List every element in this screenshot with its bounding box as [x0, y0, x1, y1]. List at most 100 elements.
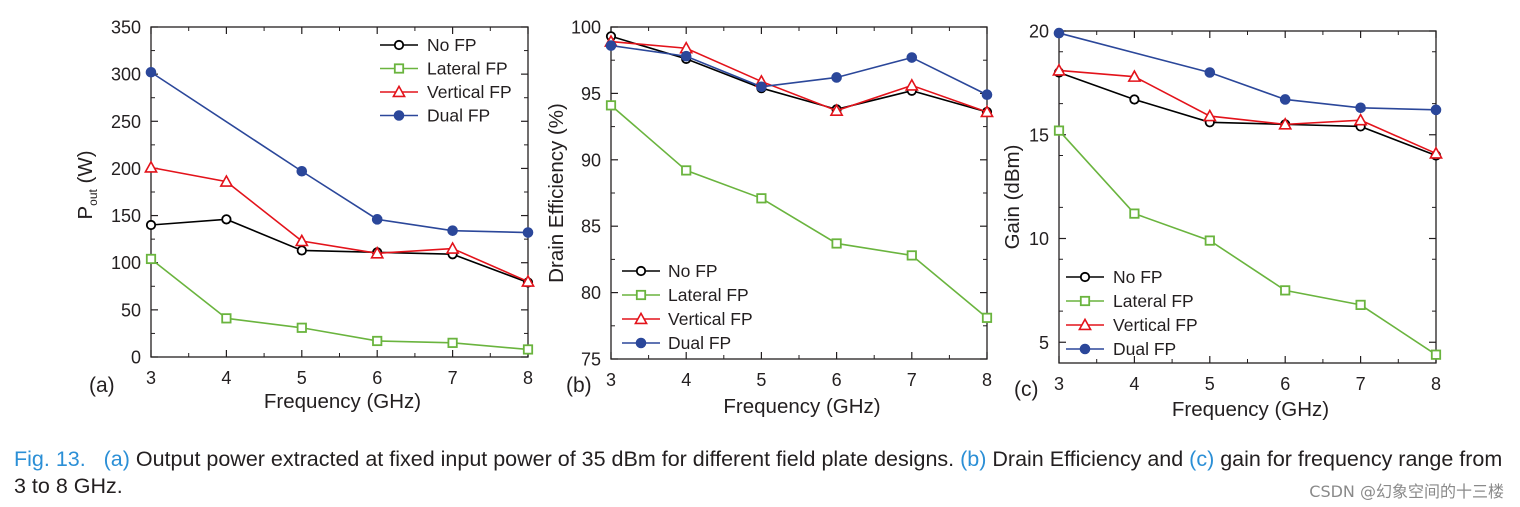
panel-b-legend-marker-lateral-fp: [635, 289, 647, 301]
panel-b-data-point-lateral-fp: [605, 100, 617, 111]
panel-a-data-point-no-fp: [296, 245, 307, 256]
panel-c-legend-marker-dual-fp: [1079, 343, 1091, 355]
panel-b-series-line-vertical-fp: [610, 40, 988, 113]
panel-a-y-tick-label: 350: [111, 18, 141, 38]
panel-b-legend-label-no-fp: No FP: [668, 261, 718, 281]
caption-text-a: Output power extracted at fixed input po…: [129, 447, 961, 471]
panel-b-x-tick-label: 4: [681, 370, 691, 390]
panel-a-series-line-lateral-fp: [150, 258, 529, 351]
panel-c-data-point-vertical-fp: [1202, 108, 1217, 122]
panel-b-data-point-dual-fp: [756, 81, 767, 93]
panel-b-y-tick-label: 75: [581, 350, 601, 370]
panel-b-data-point-vertical-fp: [904, 78, 919, 91]
panel-b-y-tick-label: 95: [581, 84, 601, 104]
panel-a-data-point-dual-fp: [522, 227, 534, 238]
panel-b: 3 4 5 6 7 8 75 80 85 90 95 100 Frequency (GHz) Drain …: [545, 18, 994, 418]
panel-b-data-point-vertical-fp: [829, 103, 844, 116]
panel-c-plot-frame: [1058, 30, 1437, 364]
panel-b-y-tick-label: 80: [581, 283, 601, 303]
panel-c-data-point-lateral-fp: [1204, 235, 1215, 246]
panel-a-data-point-dual-fp: [371, 214, 383, 225]
panel-b-legend-label-vertical-fp: Vertical FP: [668, 309, 753, 329]
panel-c-legend-marker-no-fp: [1079, 271, 1091, 283]
panel-a-data-point-no-fp: [145, 219, 157, 231]
panel-c-series-vertical-fp: [1052, 63, 1443, 159]
panel-a-series-dual-fp: [145, 66, 534, 238]
panel-b-x-tick-label: 8: [982, 370, 992, 390]
panel-c: 3 4 5 6 7 8 5 10 15 20 Frequency (GHz) Gain (dBm) (c…: [1001, 22, 1443, 421]
panel-b-data-point-lateral-fp: [981, 312, 993, 323]
panel-a-y-tick-label: 100: [111, 253, 141, 273]
panel-c-data-point-vertical-fp: [1127, 69, 1142, 82]
panel-a-series-vertical-fp: [144, 160, 535, 287]
panel-a-legend: No FP Lateral FP Vertical FP Dual FP: [380, 35, 512, 126]
panel-b-data-point-lateral-fp: [831, 238, 842, 249]
panel-c-x-axis-label: Frequency (GHz): [1172, 398, 1329, 421]
panel-c-x-tick-label: 3: [1054, 374, 1064, 394]
panel-c-legend-label-vertical-fp: Vertical FP: [1113, 315, 1198, 335]
panel-b-y-tick-label: 85: [581, 217, 601, 237]
caption-text-c: gain for frequency range from 3 to 8 GHz…: [14, 447, 1503, 498]
panel-a-legend-label-no-fp: No FP: [427, 35, 477, 55]
caption-part-c-label: (c): [1189, 447, 1215, 471]
panel-a-data-point-vertical-fp: [294, 233, 309, 247]
panel-b-x-tick-label: 5: [756, 370, 766, 390]
panel-a-x-tick-label: 3: [146, 368, 156, 388]
watermark-text: CSDN @幻象空间的十三楼: [1309, 482, 1504, 501]
panel-a-data-point-lateral-fp: [221, 313, 232, 324]
panel-b-series-lateral-fp: [605, 100, 993, 323]
panel-c-y-tick-label: 20: [1029, 22, 1049, 42]
panel-a-data-point-vertical-fp: [144, 160, 158, 173]
panel-c-data-point-vertical-fp: [1353, 112, 1368, 126]
caption-part-a-label: (a): [103, 447, 130, 471]
panel-a-x-tick-label: 5: [297, 368, 307, 388]
panel-b-y-axis-label: Drain Efficiency (%): [545, 103, 568, 283]
panel-b-data-point-dual-fp: [906, 52, 918, 63]
panel-a-y-tick-label: 300: [111, 65, 141, 85]
panel-c-data-point-dual-fp: [1355, 102, 1366, 114]
panel-b-data-point-lateral-fp: [681, 165, 692, 176]
panel-a-y-tick-label: 0: [131, 348, 141, 368]
panel-c-legend-marker-lateral-fp: [1079, 295, 1091, 307]
panel-c-legend-marker-vertical-fp: [1078, 317, 1092, 331]
panel-a: 3 4 5 6 7 8 0 50 100 150 200 250 300 350 Frequency (GH…: [74, 18, 535, 413]
panel-c-y-tick-label: 10: [1029, 229, 1049, 249]
panel-c-data-point-lateral-fp: [1129, 208, 1140, 219]
panel-a-data-point-lateral-fp: [447, 337, 458, 348]
panel-b-panel-label: (b): [566, 374, 592, 397]
panel-a-y-axis-label-unit: (W): [74, 150, 97, 189]
panel-c-data-point-no-fp: [1129, 94, 1140, 105]
panel-a-legend-label-dual-fp: Dual FP: [427, 106, 490, 126]
panel-c-panel-label: (c): [1014, 378, 1039, 401]
panel-a-legend-marker-lateral-fp: [393, 63, 405, 74]
panel-c-legend-label-lateral-fp: Lateral FP: [1113, 291, 1194, 311]
panel-c-x-tick-label: 4: [1129, 374, 1139, 394]
panel-b-data-point-dual-fp: [680, 50, 692, 62]
panel-c-data-point-lateral-fp: [1430, 349, 1442, 360]
panel-c-series-line-lateral-fp: [1058, 130, 1437, 356]
panel-c-legend-label-dual-fp: Dual FP: [1113, 339, 1176, 359]
panel-a-legend-marker-dual-fp: [393, 110, 405, 121]
panel-a-data-point-no-fp: [221, 214, 232, 225]
panel-b-data-point-lateral-fp: [756, 193, 767, 204]
panel-a-series-line-vertical-fp: [150, 166, 529, 283]
panel-b-legend-marker-dual-fp: [635, 337, 647, 349]
panel-c-legend: No FP Lateral FP Vertical FP Dual FP: [1066, 267, 1198, 359]
panel-b-series-line-no-fp: [610, 35, 988, 113]
panel-c-y-tick-label: 15: [1029, 125, 1049, 145]
panel-a-y-axis-label-subscript: out: [86, 189, 100, 206]
panel-a-series-line-no-fp: [150, 218, 529, 284]
caption-text-b: Drain Efficiency and: [986, 447, 1190, 471]
panel-c-series-line-vertical-fp: [1058, 69, 1437, 155]
panel-b-x-tick-label: 3: [606, 370, 616, 390]
panel-a-legend-label-lateral-fp: Lateral FP: [427, 59, 508, 79]
panel-b-data-point-vertical-fp: [980, 104, 994, 118]
caption-fig-label: Fig. 13.: [14, 447, 86, 471]
panel-a-x-tick-label: 7: [448, 368, 458, 388]
panel-c-x-tick-label: 8: [1431, 374, 1441, 394]
panel-b-legend-marker-vertical-fp: [634, 311, 648, 325]
panel-b-legend: No FP Lateral FP Vertical FP Dual FP: [622, 261, 753, 353]
panel-b-data-point-dual-fp: [605, 40, 617, 51]
panel-c-data-point-lateral-fp: [1355, 299, 1366, 311]
